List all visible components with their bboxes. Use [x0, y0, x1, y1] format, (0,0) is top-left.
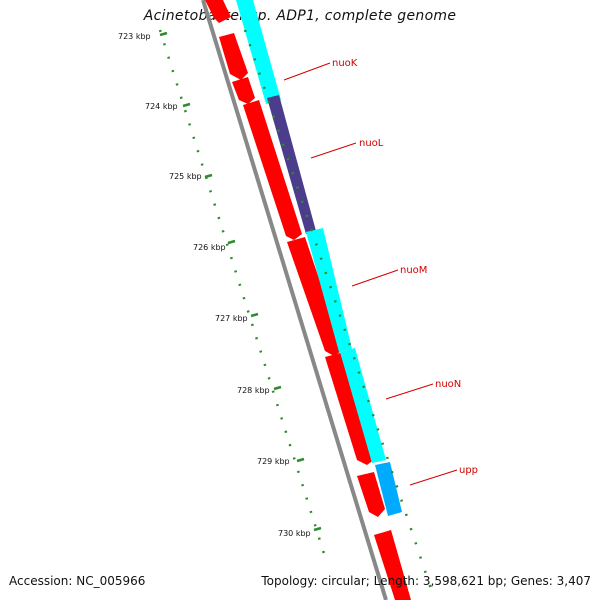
callout-nuoM [351, 269, 399, 287]
backbone-line [201, 0, 388, 600]
gene-label-upp: upp [459, 465, 478, 476]
cds-bar [340, 348, 386, 463]
minor-tick-dots [158, 29, 328, 561]
cds-bar [236, 0, 281, 104]
gene-arrow [374, 530, 411, 600]
scale-label-725: 725 kbp [169, 172, 202, 181]
scale-label-726: 726 kbp [193, 243, 226, 252]
callout-nuoK [283, 62, 331, 81]
gene-callouts [283, 62, 458, 486]
genome-summary: Topology: circular; Length: 3,598,621 bp… [261, 574, 591, 588]
gene-label-nuoL: nuoL [359, 138, 384, 149]
gene-arrow [325, 352, 375, 465]
gene-label-nuoN: nuoN [435, 379, 461, 390]
scale-ticks: 723 kbp 724 kbp 725 kbp 726 kbp 727 kbp … [118, 31, 322, 538]
scale-label-724: 724 kbp [145, 102, 178, 111]
gene-arrow [287, 237, 343, 356]
major-tick [227, 239, 236, 245]
gene-arrow [219, 33, 248, 80]
gene-arrow [205, 0, 231, 23]
cds-bar [306, 228, 352, 352]
major-tick [273, 385, 282, 391]
major-tick [296, 457, 305, 463]
major-tick [182, 102, 191, 108]
gene-arrow [232, 77, 255, 104]
scale-label-729: 729 kbp [257, 457, 290, 466]
scale-label-728: 728 kbp [237, 386, 270, 395]
gene-label-nuoM: nuoM [400, 265, 427, 276]
callout-upp [409, 469, 458, 486]
scale-ring [158, 29, 328, 561]
scale-label-730: 730 kbp [278, 529, 311, 538]
major-tick [159, 31, 168, 37]
gene-arrow [357, 472, 385, 517]
scale-label-723: 723 kbp [118, 32, 151, 41]
gene-arrow [243, 100, 302, 240]
forward-genes [205, 0, 411, 600]
gene-label-nuoK: nuoK [332, 58, 358, 69]
cds-bar-upp [375, 462, 402, 516]
major-tick [204, 173, 213, 179]
major-tick [313, 526, 322, 532]
reverse-genes [236, 0, 402, 516]
callout-nuoL [310, 142, 357, 159]
major-tick [250, 312, 259, 318]
scale-label-727: 727 kbp [215, 314, 248, 323]
accession-text: Accession: NC_005966 [9, 574, 146, 588]
callout-nuoN [385, 383, 434, 400]
